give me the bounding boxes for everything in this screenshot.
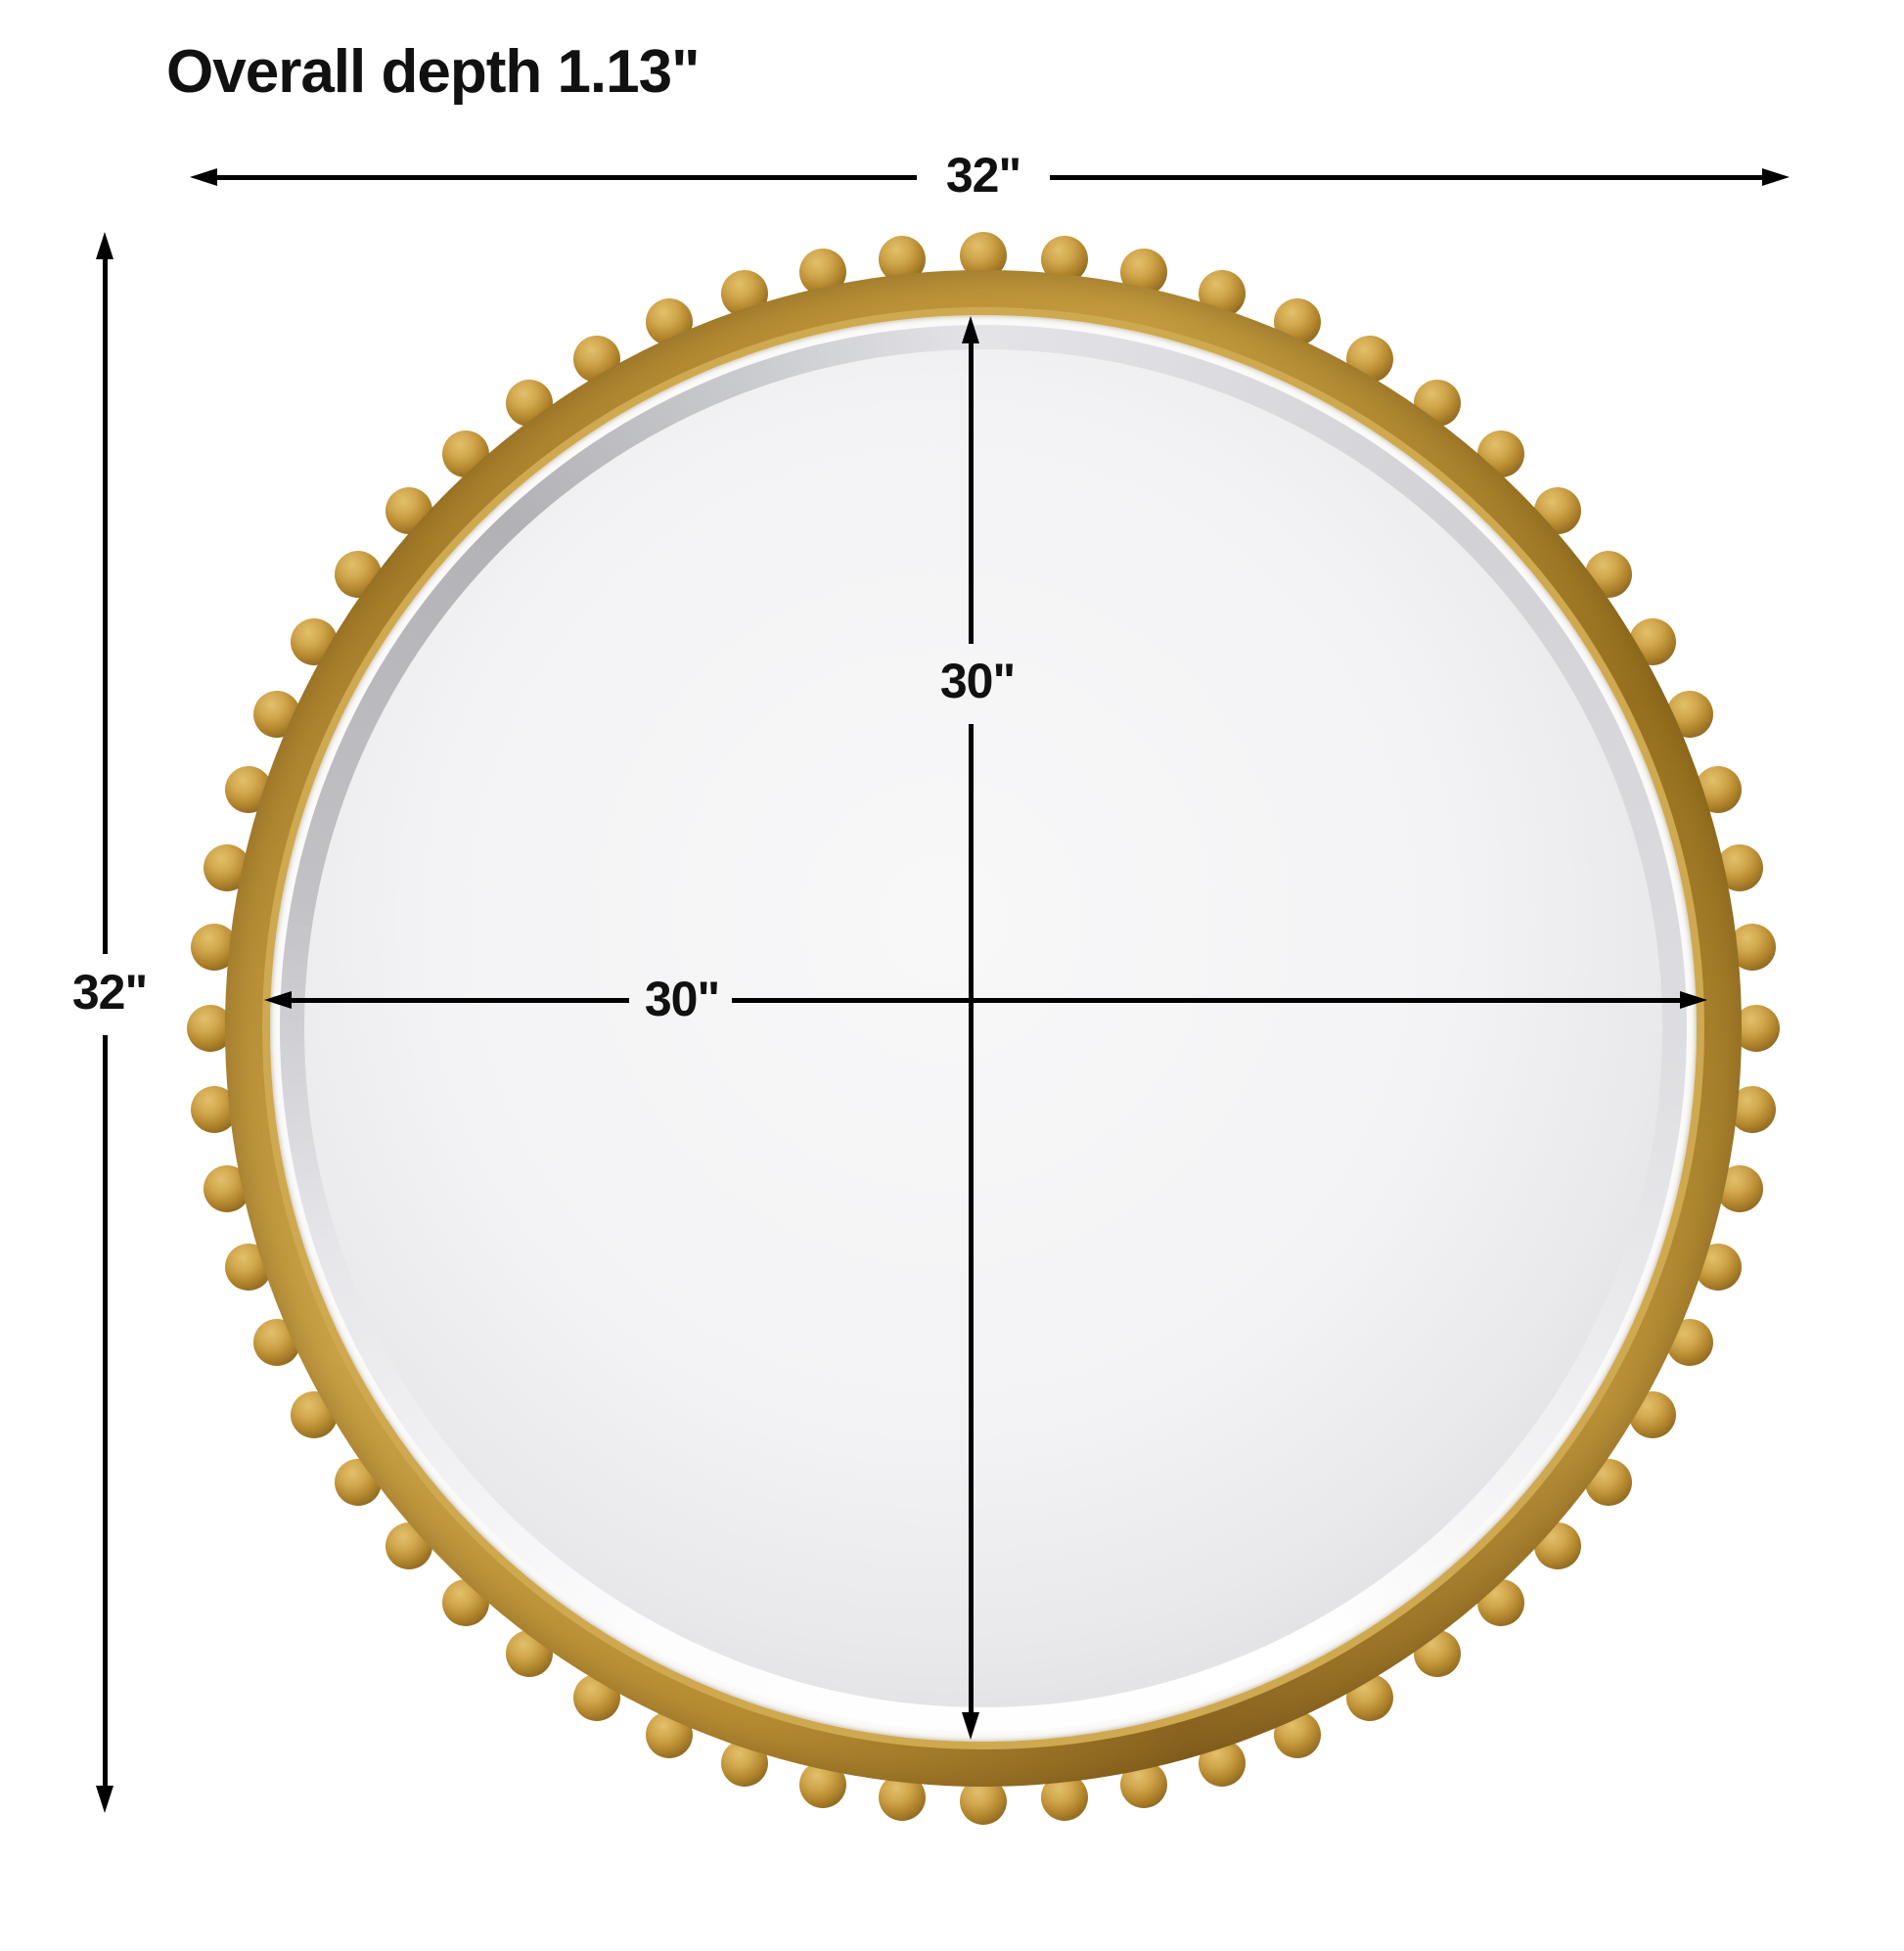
dimension-line-segment — [969, 724, 974, 1716]
overall-width-value: 32" — [945, 148, 1021, 203]
overall-depth-label: Overall depth 1.13" — [166, 38, 701, 106]
arrowhead-left-icon — [264, 991, 292, 1009]
dimension-line-segment — [288, 998, 629, 1003]
dimension-line-segment — [1050, 175, 1766, 180]
dimension-line-segment — [213, 175, 917, 180]
arrowhead-up-icon — [962, 316, 979, 343]
overall-height-value: 32" — [71, 965, 148, 1020]
glass-width-value: 30" — [644, 972, 720, 1026]
arrowhead-right-icon — [1680, 991, 1707, 1009]
arrowhead-up-icon — [96, 232, 113, 259]
arrowhead-right-icon — [1762, 168, 1790, 186]
mirror-glass — [304, 349, 1662, 1707]
arrowhead-down-icon — [96, 1786, 113, 1813]
dimension-line-segment — [969, 340, 974, 644]
dimension-line-segment — [103, 255, 108, 954]
dimension-line-segment — [103, 1035, 108, 1790]
arrowhead-down-icon — [962, 1712, 979, 1740]
glass-height-value: 30" — [939, 654, 1016, 708]
dimension-line-segment — [732, 998, 1680, 1003]
arrowhead-left-icon — [190, 168, 217, 186]
